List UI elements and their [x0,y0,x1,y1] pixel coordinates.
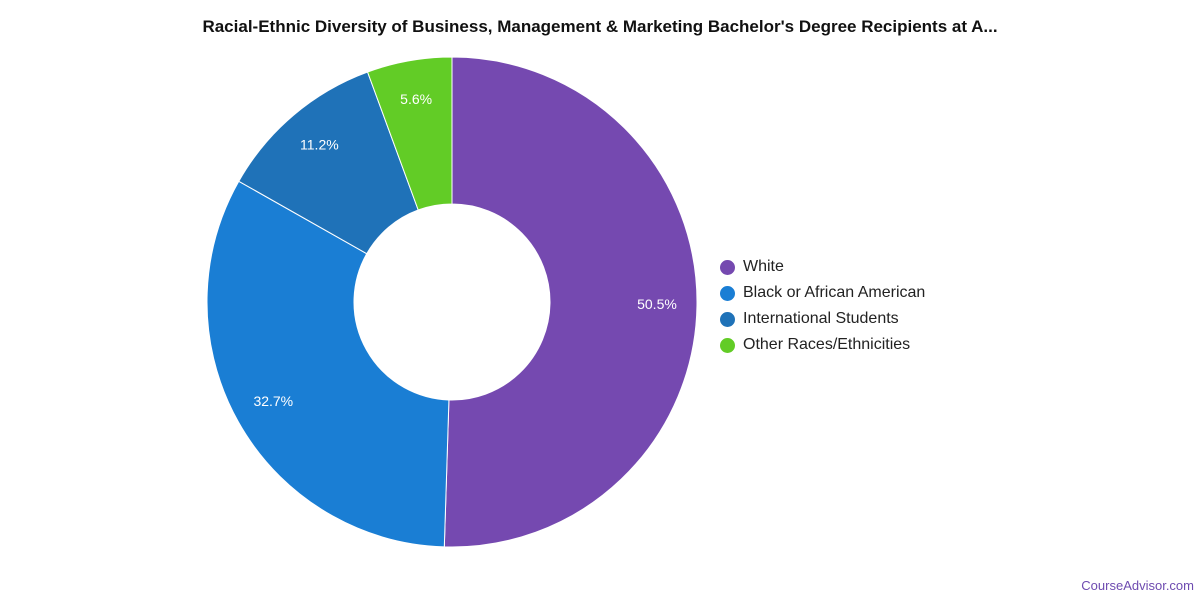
watermark-courseadvisor[interactable]: CourseAdvisor.com [1081,578,1194,593]
legend-label-international-students: International Students [743,310,899,327]
slice-label-other-races-ethnicities: 5.6% [400,91,432,107]
legend-swatch-white [720,259,735,275]
legend-label-black-or-african-american: Black or African American [743,284,926,301]
legend-label-other-races-ethnicities: Other Races/Ethnicities [743,336,911,353]
legend-item-black-or-african-american[interactable]: Black or African American [720,280,925,306]
donut-slice-other-races-ethnicities[interactable] [366,56,453,211]
slice-label-international-students: 11.2% [300,136,339,152]
slice-label-white: 50.5% [637,296,677,312]
legend-swatch-other-races-ethnicities [720,337,735,353]
legend-item-international-students[interactable]: International Students [720,306,925,332]
donut-value-labels: 50.5% 32.7% 11.2% 5.6% [253,91,676,409]
donut-slice-black-or-african-american[interactable] [206,180,450,548]
legend-swatch-international-students [720,311,735,327]
legend-label-white: White [743,258,784,275]
donut-slice-international-students[interactable] [238,71,419,255]
legend-item-other-races-ethnicities[interactable]: Other Races/Ethnicities [720,332,925,358]
donut-slice-white[interactable] [443,56,698,548]
legend-item-white[interactable]: White [720,254,925,280]
chart-legend: White Black or African American Internat… [720,254,925,358]
donut-slices [206,56,698,548]
legend-swatch-black-or-african-american [720,285,735,301]
chart-title: Racial-Ethnic Diversity of Business, Man… [202,17,998,36]
slice-label-black-or-african-american: 32.7% [253,393,293,409]
